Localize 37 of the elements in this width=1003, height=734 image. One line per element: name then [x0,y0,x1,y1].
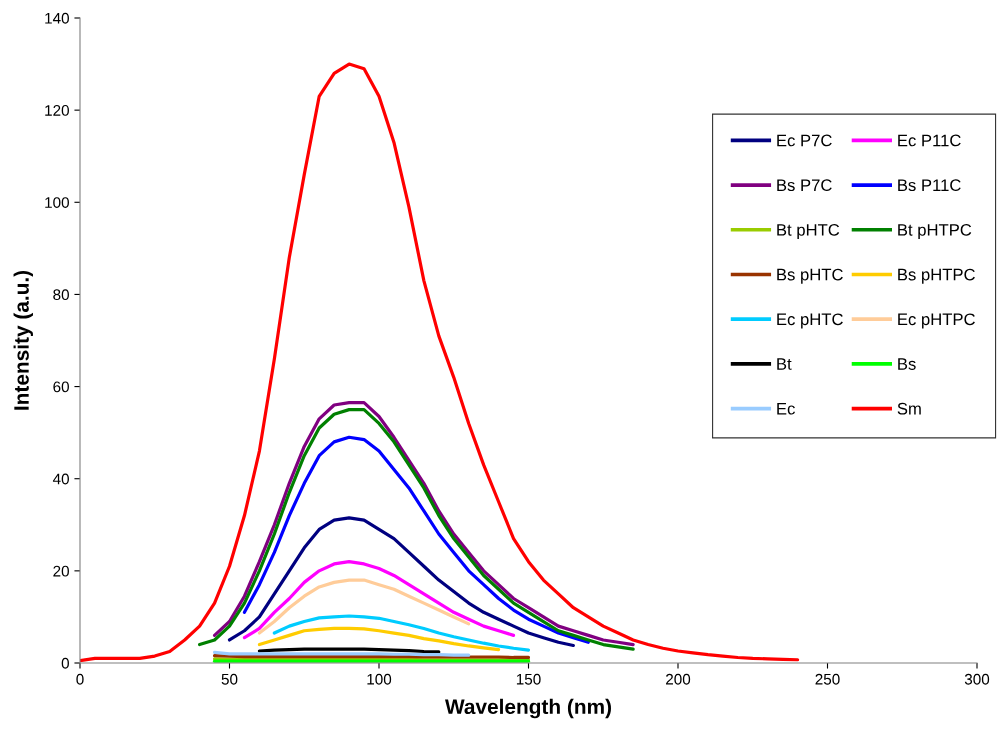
line-series [242,560,516,640]
y-tick-label: 60 [53,381,69,393]
y-tick-label: 140 [45,12,69,24]
line-series [227,516,575,648]
legend-label: Sm [897,402,921,415]
legend-label: Bs P7C [777,179,832,192]
legend-label: Ec P11C [898,134,961,147]
legend-label: Bs pHTPC [898,268,975,284]
y-tick-label: 20 [53,565,69,577]
line-series [257,626,501,652]
y-tick-label: 80 [53,289,69,301]
legend-label: Ec P7C [777,134,832,147]
x-tick-label: 250 [815,673,840,685]
legend-label: Bt [777,358,792,370]
legend-label: Bs P11C [898,179,961,192]
legend-label: Bs [898,358,916,370]
y-axis-title: Intensity (a.u.) [13,270,33,410]
legend-label: Ec [777,402,795,415]
line-series [242,435,590,644]
y-tick-label: 100 [45,197,69,208]
x-tick-label: 200 [666,673,691,685]
x-tick-label: 300 [964,673,990,685]
y-tick-label: 0 [61,657,69,669]
legend-label: Bt pHTPC [898,223,972,240]
y-tick-label: 40 [52,473,69,485]
legend-label: Bs pHTC [777,268,843,284]
x-tick-label: 150 [516,673,541,685]
x-tick-label: 0 [76,673,84,685]
x-axis-title: Wavelength (nm) [445,698,611,719]
line-series [272,614,531,652]
legend-label: Ec pHTPC [898,313,975,329]
line-series [257,578,471,635]
x-tick-label: 100 [367,673,392,685]
x-tick-label: 50 [221,673,238,685]
legend-label: Ec pHTC [777,313,843,329]
y-tick-label: 120 [45,105,69,116]
legend-label: Bt pHTC [777,223,840,240]
